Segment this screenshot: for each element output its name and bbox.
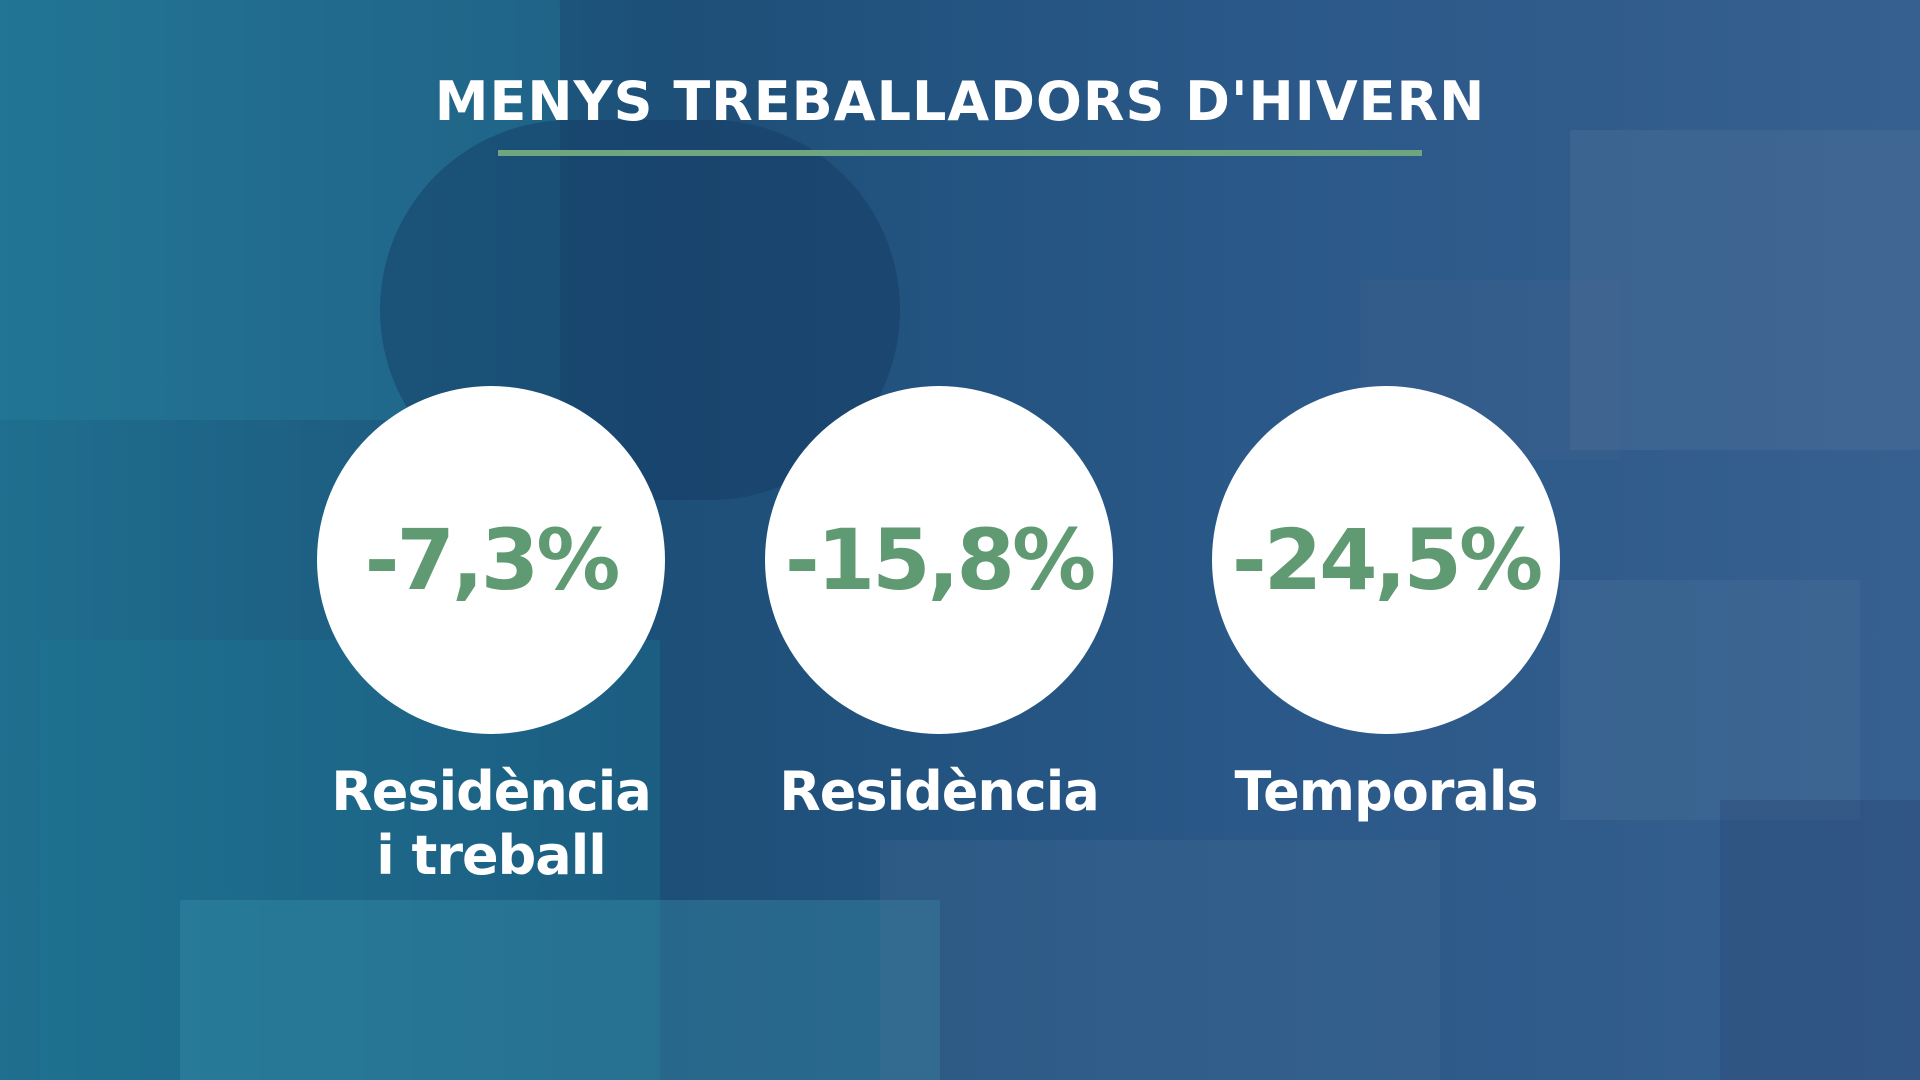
stat-label-line: Residència (779, 760, 1100, 823)
stat-value: -24,5% (1231, 511, 1543, 609)
stat-residencia-i-treball: -7,3% Residència i treball (317, 386, 665, 888)
stat-temporals: -24,5% Temporals (1212, 386, 1560, 824)
stat-residencia: -15,8% Residència (765, 386, 1113, 824)
page-title: MENYS TREBALLADORS D'HIVERN (434, 70, 1486, 133)
stat-label: Residència i treball (277, 760, 705, 888)
title-underline (498, 150, 1422, 156)
stat-value: -15,8% (784, 511, 1096, 609)
stat-circle: -24,5% (1212, 386, 1560, 734)
stat-label-line: Temporals (1234, 760, 1538, 823)
stat-label: Temporals (1172, 760, 1600, 824)
stat-label-line: Residència (331, 760, 652, 823)
stat-label: Residència (725, 760, 1153, 824)
stat-label-line: i treball (376, 824, 607, 887)
stat-value: -7,3% (364, 511, 621, 609)
stat-circle: -15,8% (765, 386, 1113, 734)
stat-circle: -7,3% (317, 386, 665, 734)
